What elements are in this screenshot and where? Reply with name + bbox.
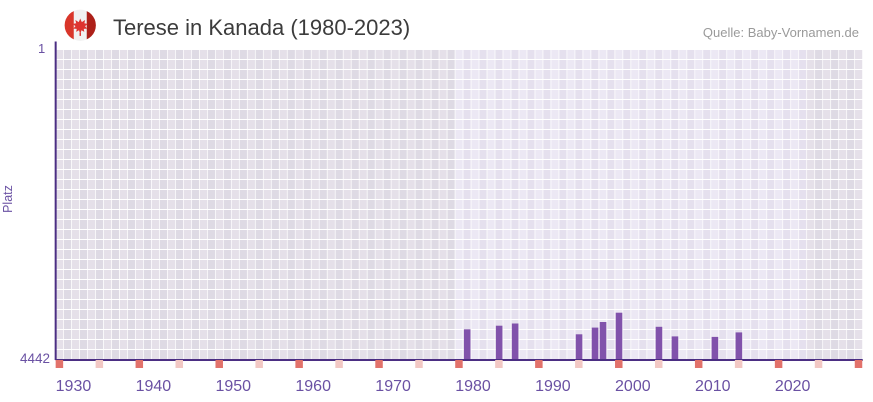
svg-text:1930: 1930 (56, 378, 92, 395)
svg-text:1980: 1980 (455, 378, 491, 395)
svg-text:2000: 2000 (615, 378, 651, 395)
svg-text:1990: 1990 (535, 378, 571, 395)
svg-text:4442: 4442 (20, 351, 50, 366)
svg-text:1940: 1940 (136, 378, 172, 395)
svg-text:1: 1 (38, 41, 45, 56)
svg-text:2010: 2010 (695, 378, 731, 395)
svg-text:2020: 2020 (775, 378, 811, 395)
svg-text:1970: 1970 (375, 378, 411, 395)
svg-text:1960: 1960 (295, 378, 331, 395)
svg-text:1950: 1950 (215, 378, 251, 395)
